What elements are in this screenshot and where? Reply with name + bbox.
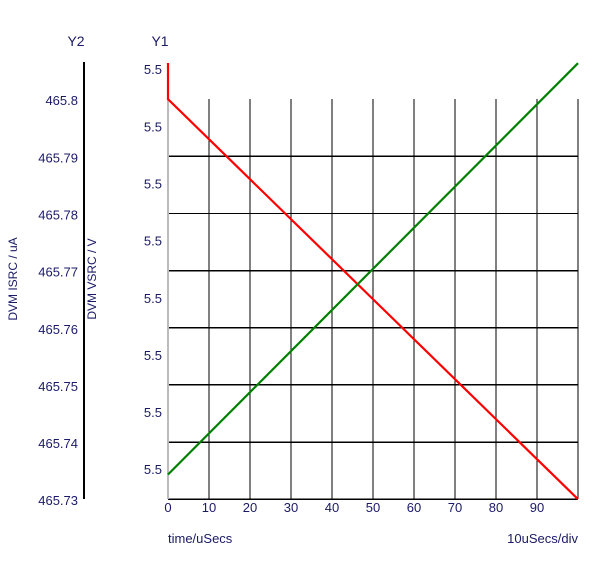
svg-text:465.78: 465.78: [38, 208, 78, 223]
svg-text:80: 80: [489, 500, 503, 515]
svg-text:Y1: Y1: [151, 33, 168, 49]
svg-text:20: 20: [243, 500, 257, 515]
svg-text:5.5: 5.5: [144, 291, 162, 306]
svg-text:465.79: 465.79: [38, 150, 78, 165]
svg-text:50: 50: [366, 500, 380, 515]
svg-text:0: 0: [164, 500, 171, 515]
svg-text:5.5: 5.5: [144, 177, 162, 192]
svg-text:90: 90: [530, 500, 544, 515]
svg-text:10: 10: [202, 500, 216, 515]
svg-text:60: 60: [407, 500, 421, 515]
svg-text:465.77: 465.77: [38, 265, 78, 280]
svg-text:5.5: 5.5: [144, 62, 162, 77]
svg-text:DVM ISRC / uA: DVM ISRC / uA: [6, 237, 20, 320]
svg-text:time/uSecs: time/uSecs: [168, 531, 233, 546]
svg-text:DVM VSRC / V: DVM VSRC / V: [85, 238, 99, 319]
svg-text:40: 40: [325, 500, 339, 515]
svg-text:10uSecs/div: 10uSecs/div: [507, 531, 578, 546]
svg-text:465.8: 465.8: [45, 93, 78, 108]
svg-text:465.74: 465.74: [38, 436, 78, 451]
svg-text:465.76: 465.76: [38, 322, 78, 337]
svg-text:5.5: 5.5: [144, 462, 162, 477]
svg-text:465.73: 465.73: [38, 493, 78, 508]
svg-text:70: 70: [448, 500, 462, 515]
svg-text:5.5: 5.5: [144, 405, 162, 420]
svg-text:5.5: 5.5: [144, 234, 162, 249]
svg-text:30: 30: [284, 500, 298, 515]
svg-text:5.5: 5.5: [144, 348, 162, 363]
svg-text:Y2: Y2: [67, 33, 84, 49]
svg-text:5.5: 5.5: [144, 119, 162, 134]
svg-text:465.75: 465.75: [38, 379, 78, 394]
